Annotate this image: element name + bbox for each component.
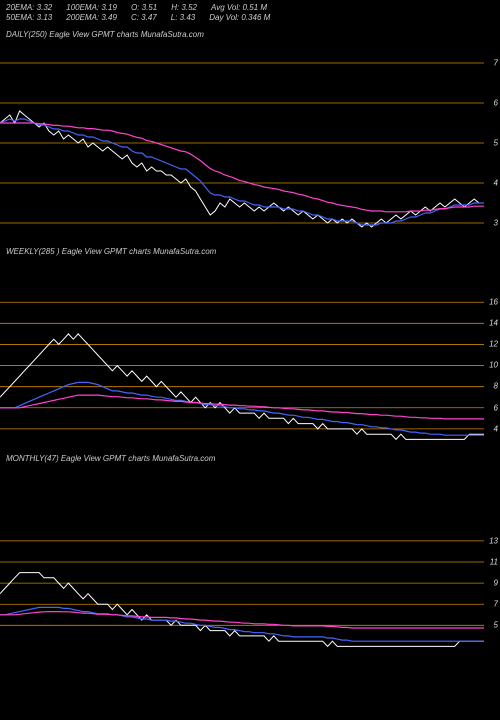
chart-svg	[0, 260, 500, 450]
y-axis-label: 11	[490, 557, 498, 566]
y-axis-label: 4	[494, 178, 498, 187]
chart-area: 4 6 8 10 12 14 16	[0, 260, 500, 450]
y-axis-label: 14	[489, 319, 498, 328]
ema20-stat: 20EMA: 3.32	[6, 3, 52, 13]
high-stat: H: 3.52	[171, 3, 197, 13]
y-axis-label: 12	[489, 340, 498, 349]
charts-container: DAILY(250) Eagle View GPMT charts Munafa…	[0, 26, 500, 657]
series-ema-slow	[0, 123, 484, 212]
series-price	[0, 111, 484, 227]
close-stat: C: 3.47	[131, 13, 157, 23]
y-axis-label: 8	[494, 382, 498, 391]
stats-header: 20EMA: 3.32 100EMA: 3.19 O: 3.51 H: 3.52…	[0, 0, 500, 26]
series-ema-fast	[0, 382, 484, 435]
y-axis-label: 5	[494, 138, 498, 147]
series-ema-fast	[0, 119, 484, 225]
low-stat: L: 3.43	[171, 13, 195, 23]
y-axis-label: 10	[489, 361, 498, 370]
y-axis-label: 5	[494, 621, 498, 630]
y-axis-label: 4	[494, 424, 498, 433]
chart-title: DAILY(250) Eagle View GPMT charts Munafa…	[0, 26, 500, 43]
chart-title: MONTHLY(47) Eagle View GPMT charts Munaf…	[0, 450, 500, 467]
chart-title: WEEKLY(285 ) Eagle View GPMT charts Muna…	[0, 243, 500, 260]
y-axis-label: 7	[494, 600, 498, 609]
chart-svg	[0, 467, 500, 657]
dayvol-stat: Day Vol: 0.346 M	[209, 13, 270, 23]
y-axis-label: 7	[494, 58, 498, 67]
chart-area: 5 7 9 11 13	[0, 467, 500, 657]
y-axis-label: 13	[489, 536, 498, 545]
stats-row-2: 50EMA: 3.13 200EMA: 3.49 C: 3.47 L: 3.43…	[6, 13, 494, 23]
series-ema-slow	[0, 395, 484, 419]
chart-svg	[0, 43, 500, 243]
y-axis-label: 6	[494, 98, 498, 107]
y-axis-label: 9	[494, 578, 498, 587]
open-stat: O: 3.51	[131, 3, 157, 13]
y-axis-label: 16	[489, 298, 498, 307]
avgvol-stat: Avg Vol: 0.51 M	[211, 3, 267, 13]
ema50-stat: 50EMA: 3.13	[6, 13, 52, 23]
chart-area: 3 4 5 6 7	[0, 43, 500, 243]
y-axis-label: 6	[494, 403, 498, 412]
stats-row-1: 20EMA: 3.32 100EMA: 3.19 O: 3.51 H: 3.52…	[6, 3, 494, 13]
y-axis-label: 3	[494, 218, 498, 227]
ema100-stat: 100EMA: 3.19	[66, 3, 117, 13]
ema200-stat: 200EMA: 3.49	[66, 13, 117, 23]
